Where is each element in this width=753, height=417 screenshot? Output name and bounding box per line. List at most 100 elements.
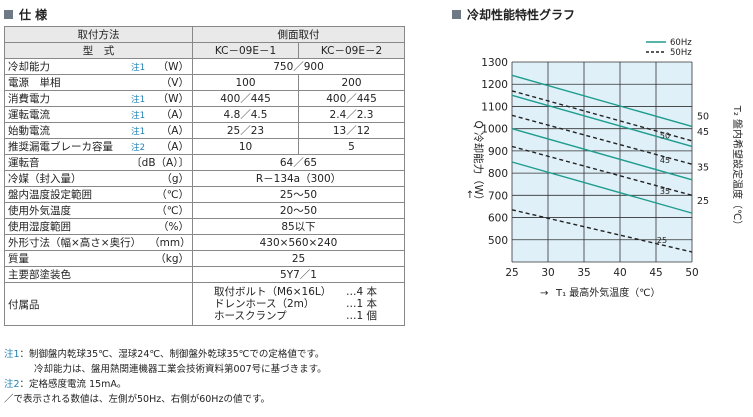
x-tick-label: 40 — [613, 267, 626, 279]
y-tick-label: 1300 — [481, 57, 508, 69]
series-line-50Hz-t2-50 — [511, 90, 693, 142]
x-tick-label: 45 — [649, 267, 662, 279]
model-1: KC－09E－1 — [192, 42, 299, 59]
spec-label-text: 外形寸法（幅×高さ×奥行） — [8, 237, 142, 249]
spec-section-title: 仕 様 — [4, 6, 47, 23]
series-line-60Hz-t2-50 — [511, 74, 693, 128]
spec-unit: （W） — [157, 93, 189, 105]
spec-row-label: 質量 （kg） — [4, 250, 193, 267]
list-item: ホースクランプ …1 個 — [214, 310, 401, 322]
x-tick-label: 35 — [577, 267, 590, 279]
up-arrow-icon: ↑ — [466, 190, 474, 201]
y-tick-label: 1100 — [481, 101, 508, 113]
legend-50hz-label: 50Hz — [670, 48, 692, 58]
footnote-line: 注2：定格感度電流 15mA。 — [4, 377, 327, 392]
spec-row-label: 使用外気温度 （℃） — [4, 202, 193, 219]
spec-row-label: 始動電流 注1 （A） — [4, 122, 193, 139]
spec-value: 85以下 — [192, 218, 405, 235]
spec-label-text: 消費電力 — [8, 93, 50, 105]
spec-title-text: 仕 様 — [19, 8, 48, 22]
spec-label-text: 冷却能力 — [8, 61, 50, 73]
accessory-qty: …1 個 — [346, 310, 378, 322]
footnote-text: ／で表示される数値は、左側が50Hz、右側が60Hzの値です。 — [4, 394, 270, 405]
spec-note-mark: 注1 — [131, 110, 145, 121]
spec-unit: （kg） — [155, 253, 189, 265]
spec-table: 取付方法 側面取付 型 式 KC－09E－1 KC－09E－2 冷却能力 注1 （W… — [4, 26, 405, 326]
spec-value: 10 — [192, 138, 299, 155]
model-row: 型 式 KC－09E－1 KC－09E－2 — [4, 42, 405, 59]
right-arrow-icon: → — [540, 288, 548, 299]
right-axis-label: T₂ 盤内希望設定温度（℃） — [731, 105, 744, 231]
spec-unit: （℃） — [156, 189, 189, 201]
footnote-mark: 注2 — [4, 379, 20, 390]
series-line-50Hz-t2-45 — [511, 114, 693, 165]
y-tick-label: 900 — [488, 146, 508, 158]
right-tick-label: 50 — [697, 111, 709, 122]
spec-note-mark: 注1 — [131, 94, 145, 105]
accessory-name: ドレンホース（2m） — [214, 298, 315, 310]
spec-unit: （A） — [160, 141, 189, 153]
inline-line-label: 25 — [657, 236, 667, 245]
spec-row-label: 消費電力 注1 （W） — [4, 90, 193, 107]
footnote-text: ：制御盤内乾球35℃、湿球24℃、制御盤外乾球35℃での定格値です。 — [19, 349, 325, 360]
y-tick-label: 600 — [488, 213, 508, 225]
accessories-label: 付属品 — [4, 282, 193, 326]
table-row: 始動電流 注1 （A） 25／23 13／12 — [4, 122, 405, 139]
spec-row-label: 運転音 〔dB（A）〕 — [4, 154, 193, 171]
x-tick-label: 25 — [505, 267, 518, 279]
table-row: 消費電力 注1 （W） 400／445 400／445 — [4, 90, 405, 107]
accessory-name: 取付ボルト（M6×16L） — [214, 286, 332, 298]
spec-note-mark: 注1 — [131, 62, 145, 73]
series-line-60Hz-t2-45 — [511, 94, 693, 148]
right-tick-label: 45 — [697, 127, 709, 138]
spec-unit: （V） — [160, 77, 189, 89]
spec-unit: （W） — [157, 61, 189, 73]
y-tick-label: 500 — [488, 235, 508, 247]
spec-value: R－134a（300） — [192, 170, 405, 187]
y-tick-label: 800 — [488, 168, 508, 180]
spec-unit: （mm） — [149, 237, 191, 249]
spec-label-text: 使用湿度範囲 — [8, 221, 71, 233]
spec-unit: 〔dB（A）〕 — [131, 157, 189, 169]
x-tick-label: 50 — [685, 267, 698, 279]
spec-unit: （A） — [160, 109, 189, 121]
spec-unit: （%） — [158, 221, 189, 233]
right-tick-label: 25 — [697, 196, 709, 207]
accessories-row: 付属品 取付ボルト（M6×16L） …4 本ドレンホース（2m） …1 本ホースクラン… — [4, 282, 405, 326]
footnotes: 注1：制御盤内乾球35℃、湿球24℃、制御盤外乾球35℃での定格値です。 冷却能力… — [4, 347, 327, 407]
square-bullet-icon — [4, 10, 13, 19]
series-line-50Hz-t2-25 — [511, 209, 693, 253]
spec-value: 25～50 — [192, 186, 405, 203]
table-header-row: 取付方法 側面取付 — [4, 26, 405, 43]
footnote-line: ／で表示される数値は、左側が50Hz、右側が60Hzの値です。 — [4, 392, 327, 407]
spec-unit: （℃） — [156, 205, 189, 217]
accessory-qty: …4 本 — [346, 286, 378, 298]
spec-row-label: 冷却能力 注1 （W） — [4, 58, 193, 75]
model-2: KC－09E－2 — [298, 42, 405, 59]
series-line-60Hz-t2-25 — [511, 161, 693, 214]
legend-60hz-label: 60Hz — [670, 38, 692, 48]
y-tick-label: 1000 — [481, 124, 508, 136]
x-tick-label: 30 — [541, 267, 554, 279]
y-tick-label: 1200 — [481, 79, 508, 91]
spec-label-text: 推奨漏電ブレーカ容量 — [8, 141, 113, 153]
spec-label-text: 主要部塗装色 — [8, 269, 71, 281]
chart-section-title: 冷却性能特性グラフ — [452, 6, 575, 23]
spec-row-label: 外形寸法（幅×高さ×奥行） （mm） — [4, 234, 193, 251]
footnote-mark: 注1 — [4, 349, 20, 360]
spec-label-text: 電源 単相 — [8, 77, 61, 89]
inline-line-label: 35 — [660, 187, 670, 196]
spec-row-label: 電源 単相 （V） — [4, 74, 193, 91]
spec-label-text: 始動電流 — [8, 125, 50, 137]
footnote-line: 注1：制御盤内乾球35℃、湿球24℃、制御盤外乾球35℃での定格値です。 — [4, 347, 327, 362]
accessories-list: 取付ボルト（M6×16L） …4 本ドレンホース（2m） …1 本ホースクランプ …1… — [192, 282, 405, 326]
spec-unit: （g） — [161, 173, 189, 185]
plot-area — [512, 62, 692, 262]
inline-line-label: 45 — [660, 156, 670, 165]
spec-note-mark: 注2 — [131, 142, 145, 153]
spec-unit: （A） — [160, 125, 189, 137]
header-mounting-value: 側面取付 — [192, 26, 405, 43]
y-axis-label: Q 冷却能力（W） — [472, 121, 485, 206]
spec-label-text: 盤内温度設定範囲 — [8, 189, 92, 201]
